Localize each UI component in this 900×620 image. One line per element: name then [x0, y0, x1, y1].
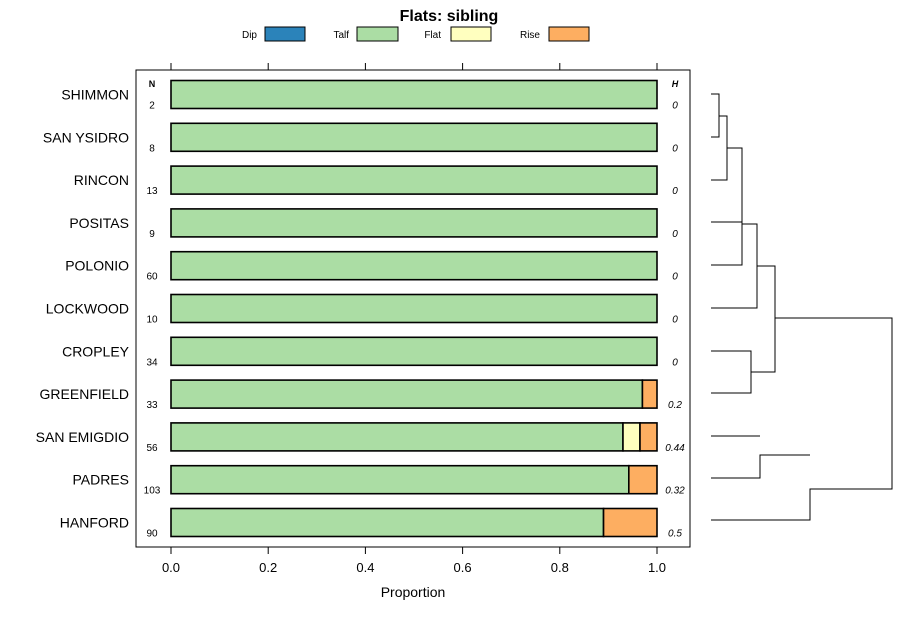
- legend-label-flat: Flat: [424, 30, 441, 41]
- bar-segment-rise: [628, 464, 658, 495]
- row-label: SAN EMIGDIO: [36, 429, 129, 445]
- bar-segment-rise: [641, 379, 658, 409]
- bar-segment-talf: [170, 379, 644, 409]
- legend: Dip Talf Flat Rise: [242, 26, 590, 42]
- legend-swatch-flat: [450, 26, 492, 42]
- chart-title: Flats: sibling: [400, 8, 499, 25]
- bar-segment-rise: [639, 422, 658, 452]
- row: SAN YSIDRO 8 0: [43, 122, 678, 154]
- row-label: GREENFIELD: [40, 386, 129, 402]
- row: CROPLEY 34 0: [62, 336, 678, 368]
- row-label: RINCON: [74, 172, 129, 188]
- legend-swatch-rise: [548, 26, 590, 42]
- row-n-value: 34: [146, 357, 158, 368]
- row: RINCON 13 0: [74, 165, 678, 197]
- row-n-value: 8: [149, 143, 155, 154]
- row-label: POSITAS: [69, 215, 129, 231]
- row-label: CROPLEY: [62, 343, 130, 359]
- bar-segment-talf: [170, 507, 605, 538]
- row: SHIMMON 2 0: [61, 79, 678, 112]
- row-h-value: 0: [672, 229, 678, 240]
- bar-segment-talf: [170, 422, 624, 452]
- row-label: SHIMMON: [61, 87, 129, 103]
- row-n-value: 10: [146, 315, 158, 326]
- row-label: POLONIO: [65, 258, 129, 274]
- row-label: HANFORD: [60, 515, 129, 531]
- dendrogram: [711, 93, 893, 521]
- legend-label-dip: Dip: [242, 30, 257, 41]
- legend-swatch-talf: [356, 26, 399, 42]
- row-h-value: 0: [672, 272, 678, 283]
- row: HANFORD 90 0.5: [60, 507, 682, 540]
- row: SAN EMIGDIO 56 0.44: [36, 422, 685, 454]
- legend-swatch-dip: [264, 26, 306, 42]
- bar-segment-talf: [170, 336, 658, 367]
- bar-segment-talf: [170, 293, 658, 324]
- row-h-value: 0: [672, 101, 678, 112]
- bar-segment-talf: [170, 79, 658, 110]
- row-h-value: 0.2: [668, 400, 682, 411]
- bar-segment-talf: [170, 165, 658, 195]
- x-tick-label: 0.0: [162, 560, 180, 575]
- row: GREENFIELD 33 0.2: [40, 379, 682, 411]
- row-label: LOCKWOOD: [46, 301, 129, 317]
- row: POLONIO 60 0: [65, 250, 678, 283]
- row: PADRES 103 0.32: [72, 464, 685, 497]
- x-tick-label: 0.4: [356, 560, 374, 575]
- row-n-value: 103: [144, 486, 161, 497]
- row-n-value: 2: [149, 101, 155, 112]
- legend-label-talf: Talf: [333, 30, 349, 41]
- row: POSITAS 9 0: [69, 208, 678, 240]
- bar-segment-talf: [170, 208, 658, 238]
- row-n-value: 33: [146, 400, 158, 411]
- row-h-value: 0: [672, 315, 678, 326]
- row-n-value: 56: [146, 443, 158, 454]
- x-tick-label: 0.8: [551, 560, 569, 575]
- bar-segment-talf: [170, 250, 658, 281]
- row-n-value: 60: [146, 272, 158, 283]
- row-label: SAN YSIDRO: [43, 129, 129, 145]
- row-n-value: 90: [146, 529, 158, 540]
- bar-segment-flat: [622, 422, 641, 452]
- row-h-value: 0.32: [665, 486, 685, 497]
- legend-label-rise: Rise: [520, 30, 540, 41]
- bar-segment-talf: [170, 464, 630, 495]
- row-n-value: 9: [149, 229, 155, 240]
- x-tick-label: 1.0: [648, 560, 666, 575]
- row-h-value: 0.5: [668, 529, 682, 540]
- row-h-value: 0: [672, 186, 678, 197]
- bar-segment-rise: [602, 507, 658, 538]
- row: LOCKWOOD 10 0: [46, 293, 678, 326]
- h-header: H: [672, 79, 679, 89]
- row-h-value: 0.44: [665, 443, 685, 454]
- bar-segment-talf: [170, 122, 658, 153]
- row-h-value: 0: [672, 143, 678, 154]
- x-axis-label: Proportion: [381, 584, 446, 600]
- row-label: PADRES: [72, 472, 129, 488]
- row-h-value: 0: [672, 357, 678, 368]
- n-header: N: [149, 79, 156, 89]
- row-n-value: 13: [146, 186, 158, 197]
- x-tick-label: 0.2: [259, 560, 277, 575]
- x-tick-label: 0.6: [454, 560, 472, 575]
- axes: 0.0 0.2 0.4 0.6 0.8 1.0: [162, 63, 666, 575]
- plot-frame: [135, 69, 691, 548]
